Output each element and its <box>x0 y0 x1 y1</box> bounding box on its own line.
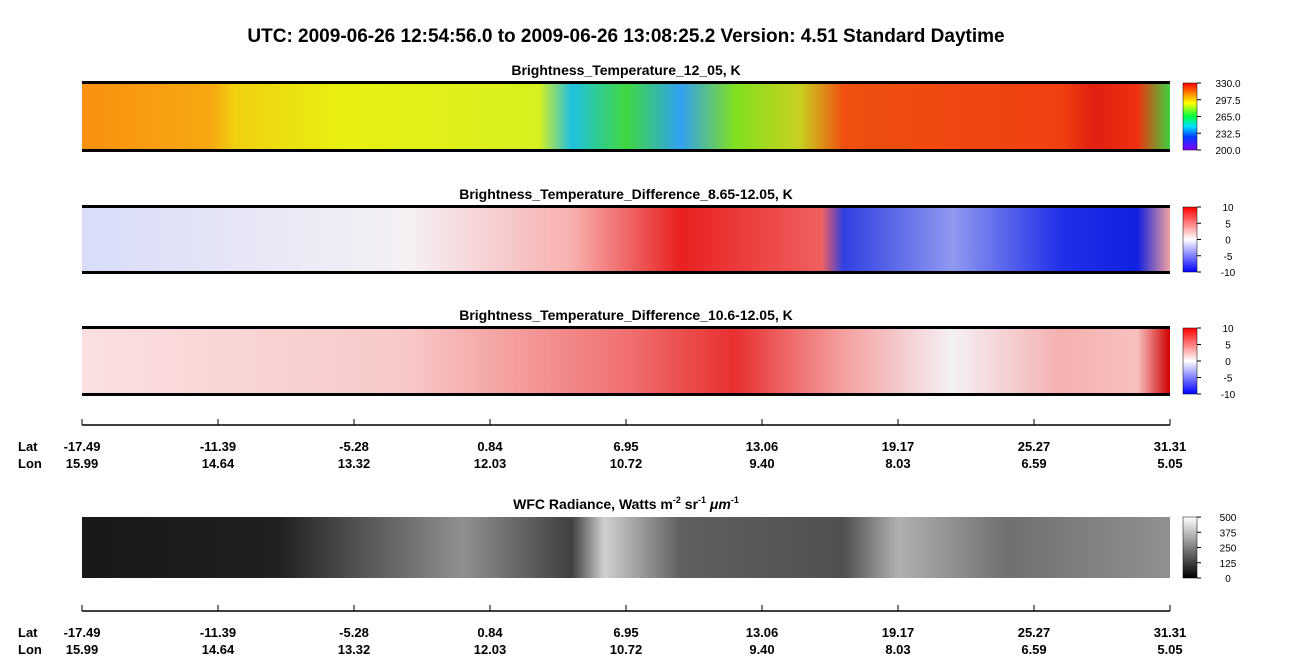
colorbar-tick-label: 10 <box>1222 324 1234 335</box>
title-part: WFC Radiance, Watts m <box>513 496 673 512</box>
colorbar <box>1182 327 1198 395</box>
title-part: -1 <box>698 495 706 505</box>
swath-image <box>82 207 1170 272</box>
colorbar-tick-label: -10 <box>1221 390 1236 401</box>
panel-title: Brightness_Temperature_Difference_8.65-1… <box>459 186 793 202</box>
title-part: -2 <box>673 495 681 505</box>
colorbar-tick-label: -5 <box>1224 374 1233 385</box>
lon-tick-label: 10.72 <box>610 642 643 657</box>
colorbar-tick-label: 5 <box>1225 341 1231 352</box>
lat-tick-label: 25.27 <box>1018 439 1051 454</box>
lon-tick-label: 9.40 <box>749 456 774 471</box>
colorbar-tick-label: 10 <box>1222 203 1234 214</box>
lat-tick-label: 6.95 <box>613 439 638 454</box>
panel-title: Brightness_Temperature_Difference_10.6-1… <box>459 307 793 323</box>
lat-tick-label: 13.06 <box>746 439 779 454</box>
figure-title: UTC: 2009-06-26 12:54:56.0 to 2009-06-26… <box>247 26 1004 47</box>
lat-tick-label: -5.28 <box>339 439 369 454</box>
colorbar-tick-label: -5 <box>1224 252 1233 263</box>
colorbar <box>1182 82 1198 151</box>
colorbar-tick-label: 330.0 <box>1215 79 1240 90</box>
colorbar-tick-label: 5 <box>1225 219 1231 230</box>
lon-tick-label: 15.99 <box>66 456 99 471</box>
colorbar-tick-label: 250 <box>1220 544 1237 555</box>
panel-title: WFC Radiance, Watts m-2 sr-1 μm-1 <box>513 495 739 512</box>
swath-edge <box>82 271 1170 274</box>
lat-tick-label: 25.27 <box>1018 625 1051 640</box>
colorbar <box>1182 516 1198 579</box>
swath-edge <box>82 393 1170 396</box>
lon-tick-label: 10.72 <box>610 456 643 471</box>
swath-edge <box>82 81 1170 84</box>
lat-tick-label: -5.28 <box>339 625 369 640</box>
lon-tick-label: 14.64 <box>202 642 235 657</box>
colorbar-tick-label: 375 <box>1220 528 1237 539</box>
colorbar-tick-label: 200.0 <box>1215 146 1240 157</box>
lat-tick-label: 31.31 <box>1154 625 1187 640</box>
lon-tick-label: 15.99 <box>66 642 99 657</box>
lat-tick-label: 6.95 <box>613 625 638 640</box>
lon-tick-label: 6.59 <box>1021 456 1046 471</box>
lat-tick-label: -11.39 <box>200 439 236 454</box>
lat-tick-label: -17.49 <box>64 625 101 640</box>
lat-tick-label: 31.31 <box>1154 439 1187 454</box>
colorbar-tick-label: 0 <box>1225 357 1231 368</box>
lon-tick-label: 6.59 <box>1021 642 1046 657</box>
lat-label: Lat <box>18 625 38 640</box>
colorbar-tick-label: 232.5 <box>1215 129 1240 140</box>
colorbar-tick-label: -10 <box>1221 268 1236 279</box>
lat-label: Lat <box>18 439 38 454</box>
lat-tick-label: -17.49 <box>64 439 101 454</box>
lon-tick-label: 5.05 <box>1157 456 1182 471</box>
colorbar-tick-label: 0 <box>1225 574 1231 585</box>
lon-tick-label: 14.64 <box>202 456 235 471</box>
lon-tick-label: 13.32 <box>338 642 371 657</box>
swath-edge <box>82 149 1170 152</box>
lon-tick-label: 8.03 <box>885 456 910 471</box>
colorbar-tick-label: 297.5 <box>1215 96 1240 107</box>
lon-tick-label: 8.03 <box>885 642 910 657</box>
title-part: -1 <box>731 495 739 505</box>
colorbar-tick-label: 125 <box>1220 559 1237 570</box>
swath-edge <box>82 205 1170 208</box>
swath-image <box>82 83 1170 150</box>
lon-tick-label: 13.32 <box>338 456 371 471</box>
title-part: sr <box>681 496 699 512</box>
colorbar <box>1182 206 1198 273</box>
lon-tick-label: 12.03 <box>474 642 507 657</box>
lat-tick-label: 19.17 <box>882 625 915 640</box>
swath-edge <box>82 326 1170 329</box>
swath-image <box>82 328 1170 394</box>
lon-tick-label: 5.05 <box>1157 642 1182 657</box>
lat-tick-label: 0.84 <box>477 625 503 640</box>
colorbar-tick-label: 500 <box>1220 513 1237 524</box>
panel-title: Brightness_Temperature_12_05, K <box>511 62 740 78</box>
colorbar-tick-label: 265.0 <box>1215 113 1240 124</box>
lat-tick-label: 19.17 <box>882 439 915 454</box>
lat-tick-label: -11.39 <box>200 625 236 640</box>
lon-label: Lon <box>18 642 42 657</box>
lon-label: Lon <box>18 456 42 471</box>
lon-tick-label: 9.40 <box>749 642 774 657</box>
lat-tick-label: 0.84 <box>477 439 503 454</box>
lon-tick-label: 12.03 <box>474 456 507 471</box>
colorbar-tick-label: 0 <box>1225 236 1231 247</box>
title-part: μm <box>706 496 731 512</box>
swath-image <box>82 517 1170 578</box>
lat-tick-label: 13.06 <box>746 625 779 640</box>
